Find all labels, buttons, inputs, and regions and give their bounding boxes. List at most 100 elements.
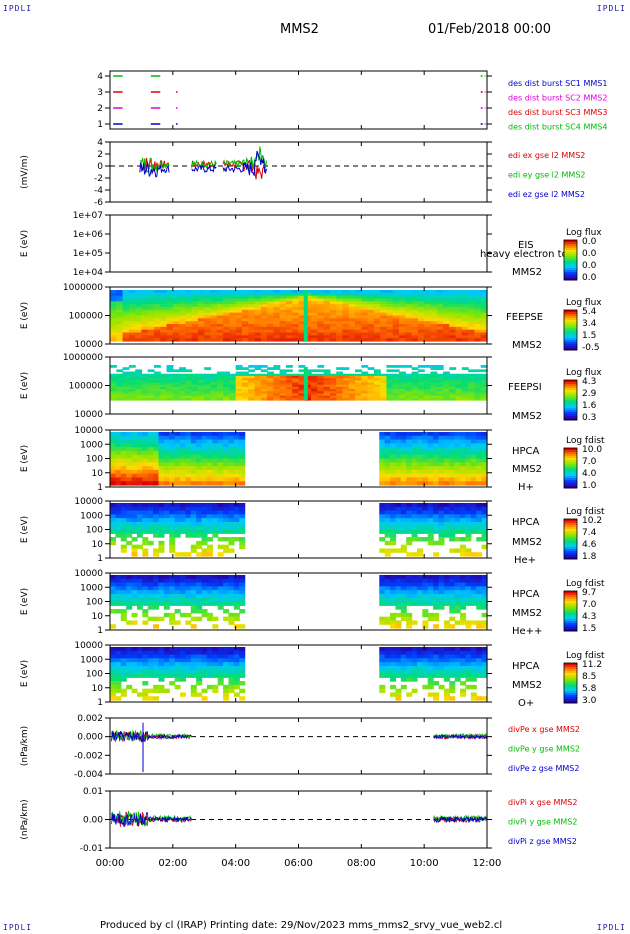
spectrogram-cell bbox=[395, 481, 402, 486]
spectrogram-cell bbox=[430, 298, 438, 302]
spectrogram-cell bbox=[342, 318, 350, 322]
spectrogram-cell bbox=[390, 620, 397, 625]
spectrogram-cell bbox=[455, 304, 463, 308]
spectrogram-cell bbox=[417, 378, 425, 381]
spectrogram-cell bbox=[116, 395, 124, 399]
spectrogram-cell bbox=[433, 665, 440, 671]
spectrogram-cell bbox=[395, 462, 402, 467]
spectrogram-cell bbox=[233, 593, 240, 599]
spectrogram-cell bbox=[422, 537, 429, 542]
spectrogram-cell bbox=[239, 518, 246, 523]
spectrogram-cell bbox=[166, 395, 174, 399]
spectrogram-cell bbox=[136, 533, 143, 538]
spectrogram-cell bbox=[443, 324, 450, 328]
spectrogram-cell bbox=[206, 473, 213, 479]
colorbar-cell bbox=[564, 472, 577, 475]
spectrogram-cell bbox=[392, 338, 400, 342]
spectrogram-cell bbox=[141, 338, 149, 342]
spectrogram-cell bbox=[373, 309, 381, 314]
spectrogram-cell bbox=[380, 335, 388, 339]
spectrogram-cell bbox=[169, 432, 176, 437]
spectrogram-cell bbox=[217, 450, 224, 456]
spectrogram-cell bbox=[180, 593, 186, 599]
colorbar-cell bbox=[564, 246, 577, 249]
spectrogram-cell bbox=[329, 335, 337, 339]
spectrogram-cell bbox=[443, 597, 450, 603]
colorbar-cell bbox=[564, 617, 577, 620]
spectrogram-cell bbox=[206, 612, 213, 618]
spectrogram-cell bbox=[142, 462, 149, 467]
spectrogram-cell bbox=[292, 375, 300, 379]
spectrogram-cell bbox=[384, 662, 391, 667]
spectrogram-cell bbox=[239, 481, 246, 486]
spectrogram-cell bbox=[185, 318, 193, 322]
spectrogram-cell bbox=[241, 332, 249, 336]
spectrogram-cell bbox=[141, 332, 149, 336]
spectrogram-cell bbox=[233, 578, 240, 584]
spectrogram-cell bbox=[147, 514, 154, 519]
spectrogram-cell bbox=[174, 684, 181, 690]
spectrogram-cell bbox=[142, 477, 149, 482]
spectrogram-cell bbox=[180, 514, 186, 519]
spectrogram-cell bbox=[311, 389, 318, 392]
spectrogram-cell bbox=[443, 382, 450, 386]
spectrogram-cell bbox=[443, 650, 450, 656]
spectrogram-cell bbox=[233, 662, 240, 667]
spectrogram-cell bbox=[436, 298, 444, 302]
spectrogram-cell bbox=[433, 525, 440, 531]
spectrogram-cell bbox=[153, 435, 160, 441]
spectrogram-cell bbox=[147, 380, 155, 384]
spectrogram-cell bbox=[436, 309, 444, 314]
spectrogram-cell bbox=[128, 301, 136, 305]
mission-title: MMS2 bbox=[280, 22, 319, 37]
spectrogram-cell bbox=[361, 315, 369, 319]
spectrogram-cell bbox=[136, 582, 143, 587]
spectrogram-cell bbox=[395, 439, 402, 444]
spectrogram-cell bbox=[126, 525, 133, 531]
spectrogram-cell bbox=[110, 290, 117, 294]
spectrogram-cell bbox=[201, 473, 208, 479]
spectrogram-cell bbox=[379, 669, 386, 675]
spectrogram-cell bbox=[438, 684, 445, 690]
spectrogram-cell bbox=[179, 326, 186, 331]
spectrogram-cell bbox=[217, 593, 224, 599]
spectrogram-cell bbox=[480, 365, 488, 368]
spectrogram-cell bbox=[166, 335, 174, 339]
spectrogram-cell bbox=[438, 529, 445, 534]
spectrogram-cell bbox=[110, 677, 116, 682]
spectrogram-cell bbox=[304, 397, 312, 401]
spectrogram-cell bbox=[367, 397, 375, 401]
spectrogram-cell bbox=[323, 326, 331, 331]
spectrogram-cell bbox=[449, 662, 456, 667]
spectrogram-cell bbox=[239, 514, 246, 519]
spectrogram-cell bbox=[465, 477, 472, 482]
spectrogram-cell bbox=[135, 380, 143, 384]
spectrogram-cell bbox=[405, 389, 413, 392]
spectrogram-cell bbox=[120, 616, 127, 622]
y-tick-label: 10000 bbox=[74, 641, 103, 651]
spectrogram-cell bbox=[239, 521, 246, 527]
spectrogram-cell bbox=[216, 384, 224, 388]
spectrogram-cell bbox=[216, 332, 224, 336]
spectrogram-cell bbox=[185, 439, 192, 444]
spectrogram-cell bbox=[115, 458, 122, 463]
spectrogram-cell bbox=[126, 518, 133, 523]
spectrogram-cell bbox=[120, 590, 127, 595]
spectrogram-cell bbox=[120, 688, 127, 694]
spectrogram-cell bbox=[110, 477, 116, 482]
colorbar-cell bbox=[564, 669, 577, 672]
colorbar-cell bbox=[564, 595, 577, 598]
spectrogram-cell bbox=[430, 382, 438, 386]
spectrogram-cell bbox=[223, 315, 230, 319]
spectrogram-cell bbox=[267, 324, 274, 328]
spectrogram-cell bbox=[384, 521, 391, 527]
spectrogram-cell bbox=[206, 450, 213, 456]
spectrogram-cell bbox=[120, 669, 127, 675]
spectrogram-cell bbox=[229, 298, 237, 302]
spectrogram-cell bbox=[147, 393, 155, 397]
colorbar-cell bbox=[564, 667, 577, 670]
spectrogram-cell bbox=[179, 393, 186, 397]
spectrogram-cell bbox=[147, 525, 154, 531]
spectrogram-cell bbox=[201, 650, 208, 656]
spectrogram-cell bbox=[147, 669, 154, 675]
